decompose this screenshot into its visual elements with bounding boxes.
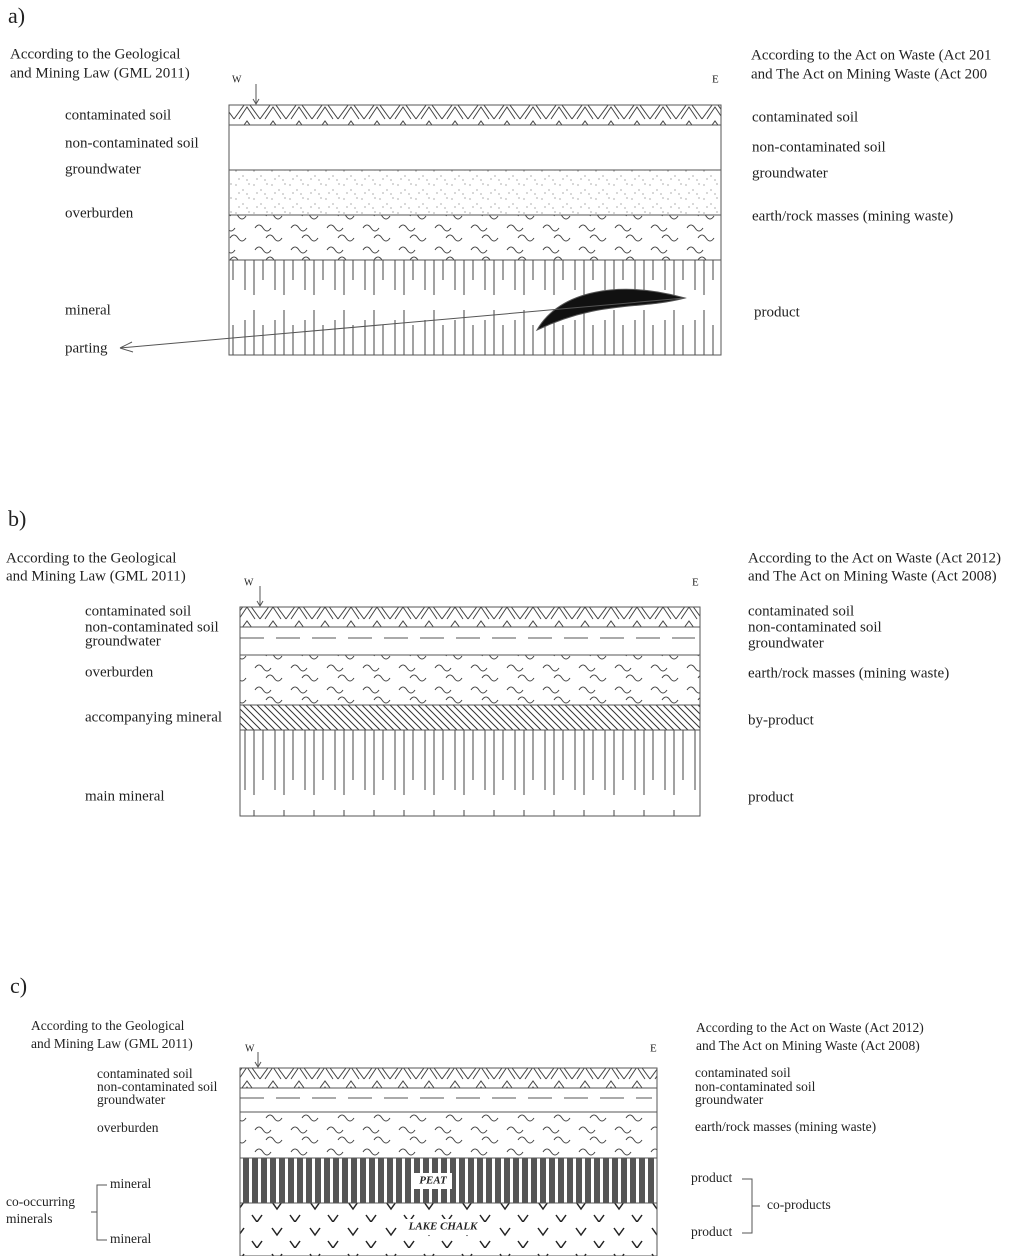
layer-label: groundwater (97, 1092, 166, 1107)
layer (239, 704, 701, 731)
layer-label: non-contaminated soil (65, 135, 199, 151)
layer-label: contaminated soil (695, 1065, 791, 1080)
layer-label: overburden (97, 1120, 159, 1135)
parting-line (119, 297, 686, 353)
layer-label: non-contaminated soil (695, 1079, 816, 1094)
heading: and Mining Law (GML 2011) (10, 65, 190, 81)
layer-label: mineral (65, 302, 111, 318)
direction: E (692, 577, 699, 589)
heading: According to the Act on Waste (Act 201 (751, 47, 992, 63)
group-label: co-products (767, 1197, 831, 1212)
layer (228, 169, 722, 216)
heading: According to the Act on Waste (Act 2012) (748, 550, 1001, 566)
layer (228, 104, 722, 126)
layer-label: accompanying mineral (85, 709, 222, 725)
label-box (405, 1219, 481, 1235)
layer-label: overburden (85, 664, 154, 680)
section-a (119, 84, 722, 356)
layer-label: parting (65, 340, 108, 356)
layer (228, 124, 722, 171)
bracket (742, 1178, 760, 1234)
layer-label: non-contaminated soil (97, 1079, 218, 1094)
layer (239, 626, 701, 656)
layer-label: product (748, 789, 795, 805)
layer-label: main mineral (85, 788, 165, 804)
layer-label: contaminated soil (85, 603, 191, 619)
layer-label: product (754, 304, 801, 320)
heading: According to the Geological (31, 1018, 185, 1033)
direction: W (245, 1043, 255, 1054)
layer-label: by-product (748, 712, 815, 728)
layer (239, 654, 701, 706)
section-b (239, 586, 701, 817)
bracket (91, 1184, 107, 1241)
layer-label: groundwater (85, 633, 161, 649)
layer-name: PEAT (419, 1175, 448, 1187)
layer-label: groundwater (748, 635, 824, 651)
layer-label: overburden (65, 205, 134, 221)
heading: and The Act on Mining Waste (Act 200 (751, 66, 987, 82)
panel-label: a) (8, 3, 25, 28)
layer-label: non-contaminated soil (85, 619, 219, 635)
layer-label: product (691, 1170, 732, 1185)
heading: and Mining Law (GML 2011) (31, 1036, 193, 1051)
direction: E (712, 74, 719, 86)
heading: and Mining Law (GML 2011) (6, 568, 186, 584)
layer (239, 1067, 658, 1089)
layer-label: earth/rock masses (mining waste) (748, 665, 949, 681)
layer (228, 259, 722, 356)
layer-label: contaminated soil (748, 603, 854, 619)
marker (254, 1052, 262, 1068)
layer-label: product (691, 1224, 732, 1239)
marker (252, 84, 260, 105)
layer (239, 1087, 658, 1113)
layer (239, 606, 701, 628)
direction: W (232, 74, 242, 85)
layer-name: LAKE CHALK (408, 1221, 478, 1233)
layer-label: contaminated soil (65, 107, 171, 123)
layer (228, 214, 722, 261)
layer-label: groundwater (65, 161, 141, 177)
marker (256, 586, 264, 607)
section-c (91, 1052, 760, 1256)
layer-label: non-contaminated soil (748, 619, 882, 635)
layer-label: groundwater (752, 165, 828, 181)
label-box (414, 1173, 452, 1189)
direction: W (244, 577, 254, 588)
layer-label: mineral (110, 1231, 151, 1246)
layer (239, 1111, 658, 1159)
group-label: co-occurring (6, 1194, 75, 1209)
layer-label: contaminated soil (752, 109, 858, 125)
layer-label: earth/rock masses (mining waste) (695, 1119, 876, 1134)
heading: According to the Act on Waste (Act 2012) (696, 1020, 924, 1035)
layer-label: non-contaminated soil (752, 139, 886, 155)
panel-label: b) (8, 506, 26, 531)
panel-label: c) (10, 973, 27, 998)
layer-label: earth/rock masses (mining waste) (752, 208, 953, 224)
group-label: minerals (6, 1211, 53, 1226)
direction: E (650, 1043, 657, 1055)
layer-label: mineral (110, 1176, 151, 1191)
heading: and The Act on Mining Waste (Act 2008) (748, 568, 997, 584)
layer-label: contaminated soil (97, 1066, 193, 1081)
layer-label: groundwater (695, 1092, 764, 1107)
heading: According to the Geological (10, 46, 180, 62)
heading: According to the Geological (6, 550, 176, 566)
layer (239, 729, 701, 817)
heading: and The Act on Mining Waste (Act 2008) (696, 1038, 920, 1053)
